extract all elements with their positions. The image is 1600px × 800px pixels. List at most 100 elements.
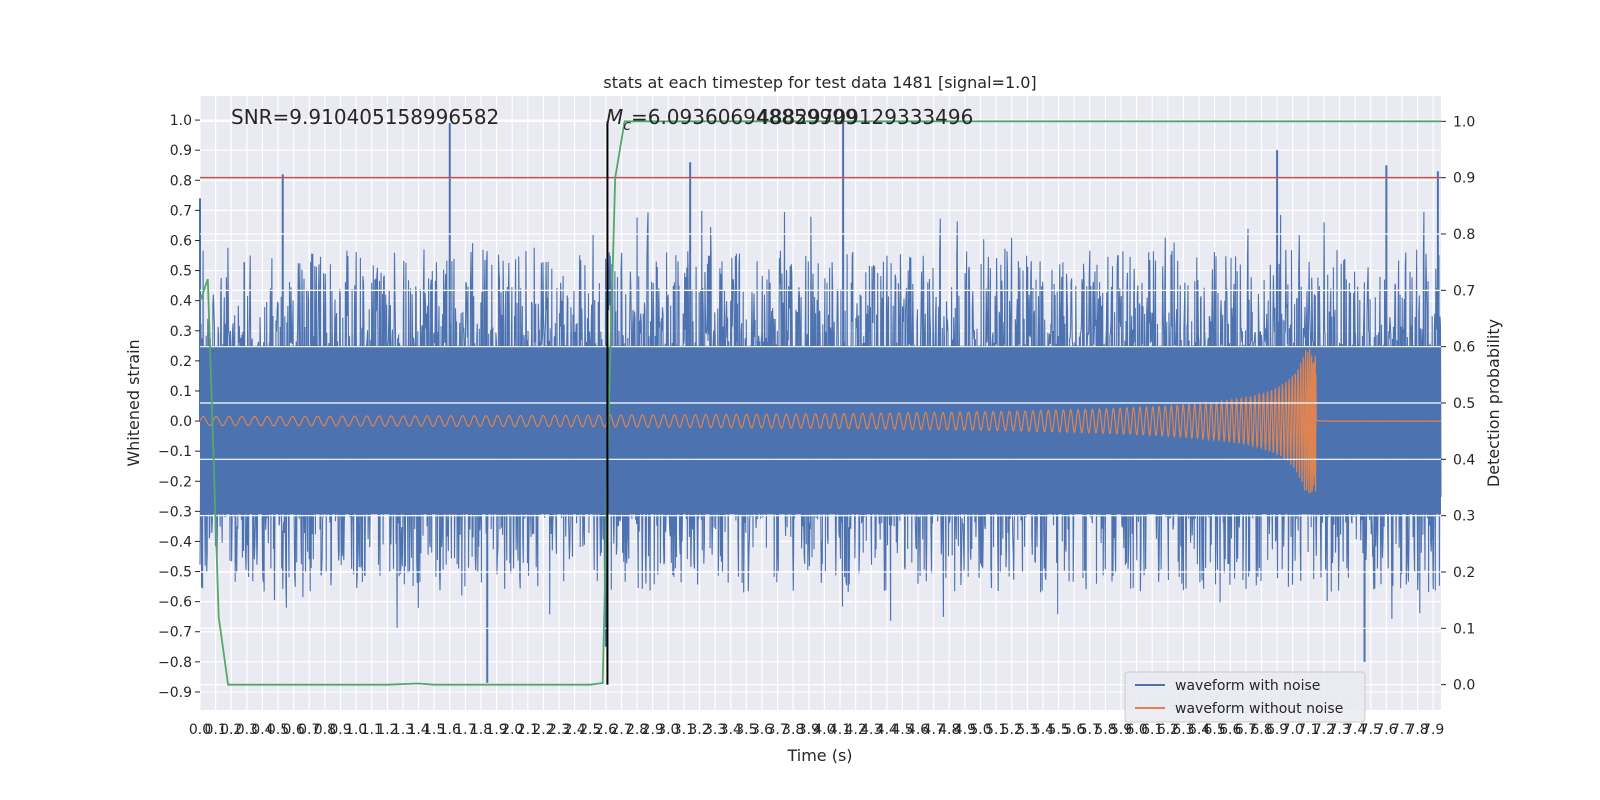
chart-title: stats at each timestep for test data 148… (603, 73, 1036, 92)
x-tick-label: 5.4 (1032, 722, 1054, 738)
y-tick-label: −0.3 (158, 504, 192, 520)
y2-tick-label: 1.0 (1453, 114, 1475, 130)
mc-symbol: M (606, 105, 623, 129)
x-tick-label: 6.0 (1125, 722, 1147, 738)
y2-tick-label: 0.1 (1453, 621, 1475, 637)
x-tick-label: 1.4 (407, 722, 429, 738)
x-tick-label: 2.5 (579, 722, 601, 738)
x-tick-label: 2.0 (501, 722, 523, 738)
x-tick-label: 4.3 (860, 722, 882, 738)
x-tick-label: 6.7 (1235, 722, 1257, 738)
y-tick-label: −0.9 (158, 685, 192, 701)
x-tick-label: 5.5 (1047, 722, 1069, 738)
x-tick-label: 4.1 (829, 722, 851, 738)
x-tick-label: 6.2 (1157, 722, 1179, 738)
x-tick-label: 1.1 (361, 722, 383, 738)
x-tick-label: 2.8 (626, 722, 648, 738)
x-tick-label: 5.0 (969, 722, 991, 738)
x-tick-label: 6.6 (1219, 722, 1241, 738)
x-tick-label: 7.2 (1313, 722, 1335, 738)
noise-trace (199, 210, 1442, 629)
y-tick-label: −0.8 (158, 655, 192, 671)
x-tick-label: 0.8 (314, 722, 336, 738)
x-tick-label: 5.7 (1079, 722, 1101, 738)
x-tick-label: 7.6 (1375, 722, 1397, 738)
x-tick-label: 1.7 (454, 722, 476, 738)
clean-trace (199, 348, 1441, 494)
y-tick-label: 0.2 (170, 354, 192, 370)
x-tick-label: 3.2 (688, 722, 710, 738)
x-tick-label: 5.1 (985, 722, 1007, 738)
x-tick-label: 0.5 (267, 722, 289, 738)
legend-box (1124, 671, 1366, 723)
y-tick-label: 0.0 (170, 414, 192, 430)
x-tick-label: 4.5 (891, 722, 913, 738)
y-tick-label: −0.7 (158, 625, 192, 641)
x-tick-label: 7.8 (1406, 722, 1428, 738)
mc-subscript: c (623, 118, 631, 134)
y2-tick-label: 0.9 (1453, 171, 1475, 187)
mc-overlap-annotation: 48829709129333496 (757, 105, 973, 129)
y2-axis-label: Detection probability (1484, 319, 1503, 487)
y-tick-label: −0.2 (158, 474, 192, 490)
series-detection-probability (199, 120, 1441, 686)
x-tick-label: 5.9 (1110, 722, 1132, 738)
x-tick-label: 3.0 (657, 722, 679, 738)
x-tick-label: 7.7 (1391, 722, 1413, 738)
x-tick-label: 2.9 (642, 722, 664, 738)
x-tick-label: 1.8 (470, 722, 492, 738)
x-tick-label: 1.2 (376, 722, 398, 738)
mc-annotation: Mc=6.093606948859999 (606, 105, 858, 134)
x-tick-label: 7.9 (1422, 722, 1444, 738)
x-tick-label: 3.8 (782, 722, 804, 738)
x-tick-label: 2.2 (532, 722, 554, 738)
legend-label-clean: waveform without noise (1175, 701, 1343, 717)
mc-value: =6.093606948859999 (631, 105, 858, 129)
y-tick-label: 0.5 (170, 264, 192, 280)
x-tick-label: 1.3 (392, 722, 414, 738)
x-axis-ticks: 0.00.10.20.30.40.50.60.70.80.91.01.11.21… (189, 722, 1444, 738)
x-tick-label: 2.6 (595, 722, 617, 738)
y2-axis-ticks: 0.0 0.1 0.2 0.3 0.4 0.5 0.6 0.7 0.8 0.9 1.0 (1441, 114, 1475, 694)
x-tick-label: 3.6 (751, 722, 773, 738)
probability-trace (199, 120, 1441, 686)
y-tick-label: 0.8 (170, 173, 192, 189)
x-tick-label: 6.8 (1250, 722, 1272, 738)
y-tick-label: 0.6 (170, 233, 192, 249)
x-tick-label: 4.4 (876, 722, 898, 738)
x-tick-label: 1.5 (423, 722, 445, 738)
y-tick-label: 0.9 (170, 143, 192, 159)
y-axis-ticks: −0.9 −0.8 −0.7 −0.6 −0.5 −0.4 −0.3 −0.2 −0.1 0.0 0… (158, 113, 200, 701)
y-axis-label: Whitened strain (124, 339, 143, 466)
series-waveform-without-noise (199, 348, 1441, 494)
x-tick-label: 0.1 (204, 722, 226, 738)
x-tick-label: 3.4 (720, 722, 742, 738)
y2-tick-label: 0.5 (1453, 396, 1475, 412)
x-tick-label: 7.5 (1360, 722, 1382, 738)
x-tick-label: 0.2 (220, 722, 242, 738)
x-tick-label: 4.9 (954, 722, 976, 738)
legend: waveform with noise waveform without noi… (1124, 671, 1366, 723)
y-tick-label: 0.3 (170, 324, 192, 340)
y2-tick-label: 0.6 (1453, 340, 1475, 356)
x-tick-label: 0.6 (283, 722, 305, 738)
x-tick-label: 0.7 (298, 722, 320, 738)
y2-tick-label: 0.2 (1453, 565, 1475, 581)
x-tick-label: 1.6 (439, 722, 461, 738)
x-tick-label: 1.9 (485, 722, 507, 738)
x-tick-label: 1.0 (345, 722, 367, 738)
snr-annotation: SNR=9.910405158996582 (231, 105, 499, 129)
x-tick-label: 3.1 (673, 722, 695, 738)
x-tick-label: 6.4 (1188, 722, 1210, 738)
y-tick-label: −0.5 (158, 565, 192, 581)
x-tick-label: 6.1 (1141, 722, 1163, 738)
x-tick-label: 2.4 (564, 722, 586, 738)
y2-tick-label: 0.4 (1453, 452, 1475, 468)
x-tick-label: 5.6 (1063, 722, 1085, 738)
y2-tick-label: 0.7 (1453, 283, 1475, 299)
x-tick-label: 2.1 (517, 722, 539, 738)
x-tick-label: 5.3 (1016, 722, 1038, 738)
legend-label-noise: waveform with noise (1175, 678, 1320, 694)
x-tick-label: 7.4 (1344, 722, 1366, 738)
